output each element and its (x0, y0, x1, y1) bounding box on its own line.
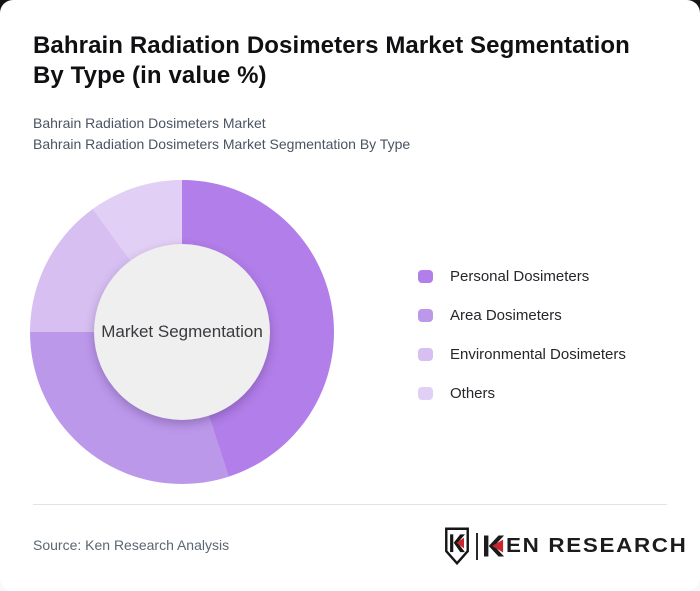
legend-swatch (418, 347, 433, 361)
legend-swatch (418, 308, 433, 322)
page-title: Bahrain Radiation Dosimeters Market Segm… (33, 32, 630, 89)
legend-label: Personal Dosimeters (450, 267, 590, 285)
legend-swatch (418, 386, 433, 400)
ken-research-logo: EN RESEARCH (443, 527, 686, 565)
legend-label: Environmental Dosimeters (450, 345, 626, 363)
legend-label: Others (450, 384, 496, 402)
legend-item-others: Others (418, 380, 626, 406)
legend-item-personal-dosimeters: Personal Dosimeters (418, 263, 626, 289)
chart-subtitles: Bahrain Radiation Dosimeters Market Bahr… (33, 113, 410, 155)
legend-item-environmental-dosimeters: Environmental Dosimeters (418, 341, 626, 367)
logo-k-icon (483, 535, 504, 557)
logo-wordmark: EN RESEARCH (505, 534, 688, 557)
source-note: Source: Ken Research Analysis (33, 537, 230, 553)
ken-research-shield-icon (444, 527, 469, 565)
logo-divider (475, 532, 478, 560)
donut-center-label: Market Segmentation (101, 322, 263, 341)
donut-chart: Market Segmentation (30, 180, 334, 484)
legend: Personal Dosimeters Area Dosimeters Envi… (418, 263, 626, 419)
legend-item-area-dosimeters: Area Dosimeters (418, 302, 626, 328)
chart-subtitle-line2: Bahrain Radiation Dosimeters Market Segm… (33, 136, 411, 152)
legend-swatch (418, 269, 433, 283)
donut-center: Market Segmentation (94, 244, 270, 420)
legend-label: Area Dosimeters (450, 306, 562, 324)
chart-subtitle-line1: Bahrain Radiation Dosimeters Market (33, 115, 266, 131)
footer-divider (33, 504, 667, 505)
